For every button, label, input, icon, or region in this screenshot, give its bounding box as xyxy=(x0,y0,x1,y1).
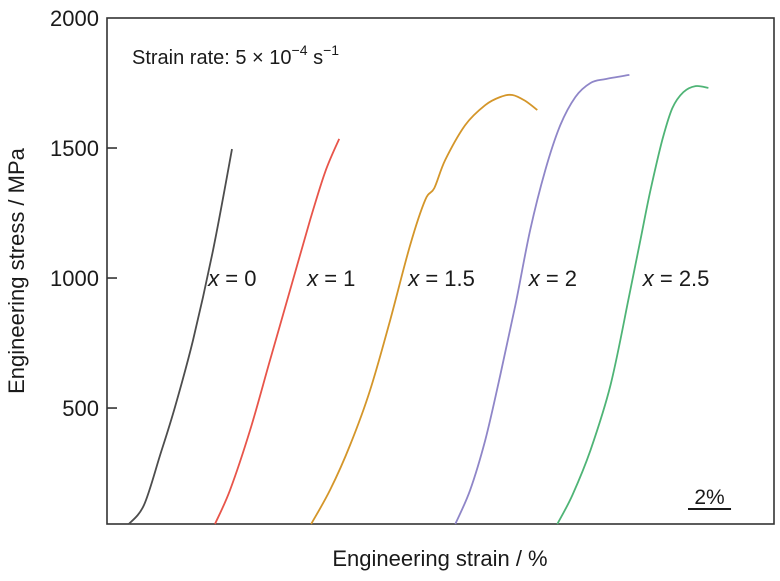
series-label-value: = 0 xyxy=(219,266,256,291)
annotation-exponent: −4 xyxy=(292,42,308,58)
series-label-variable: x xyxy=(407,266,420,291)
series-label-variable: x xyxy=(642,266,655,291)
series-line-x-1_5 xyxy=(310,93,538,525)
plot-frame xyxy=(106,17,775,525)
series-line-x-1 xyxy=(214,138,341,525)
y-tick-label: 500 xyxy=(62,396,99,421)
series-label: x = 2 xyxy=(528,266,577,291)
y-tick-label: 2000 xyxy=(50,6,99,31)
series-line-x-2 xyxy=(454,74,630,525)
series-label: x = 2.5 xyxy=(642,266,710,291)
y-axis-title: Engineering stress / MPa xyxy=(4,147,29,394)
annotation-unit: s xyxy=(308,47,324,69)
series-label-variable: x xyxy=(306,266,319,291)
annotation-prefix: Strain rate: 5 × 10 xyxy=(132,47,292,69)
series-line-x-2_5 xyxy=(556,85,709,525)
annotation-unit-exponent: −1 xyxy=(323,42,339,58)
series-label-value: = 1.5 xyxy=(419,266,475,291)
series-label: x = 1 xyxy=(306,266,355,291)
y-tick-label: 1500 xyxy=(50,136,99,161)
scale-bar-label: 2% xyxy=(694,486,724,509)
strain-rate-annotation: Strain rate: 5 × 10−4 s−1 xyxy=(132,42,339,69)
x-axis-title: Engineering strain / % xyxy=(332,546,547,571)
series-label-variable: x xyxy=(207,266,220,291)
scale-bar: 2% xyxy=(688,486,732,510)
series-label-value: = 2.5 xyxy=(654,266,710,291)
series-label-value: = 1 xyxy=(318,266,355,291)
series-label: x = 1.5 xyxy=(407,266,475,291)
series-label: x = 0 xyxy=(207,266,256,291)
y-tick-label: 1000 xyxy=(50,266,99,291)
series-label-value: = 2 xyxy=(540,266,577,291)
series-label-variable: x xyxy=(528,266,541,291)
series-line-x-0 xyxy=(128,148,233,525)
